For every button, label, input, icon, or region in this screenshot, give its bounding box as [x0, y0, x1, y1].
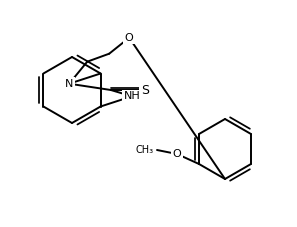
Text: NH: NH: [124, 91, 140, 101]
Text: CH₃: CH₃: [136, 145, 154, 155]
Text: S: S: [141, 84, 149, 96]
Text: N: N: [65, 79, 73, 89]
Text: O: O: [125, 33, 134, 43]
Text: O: O: [173, 149, 181, 159]
